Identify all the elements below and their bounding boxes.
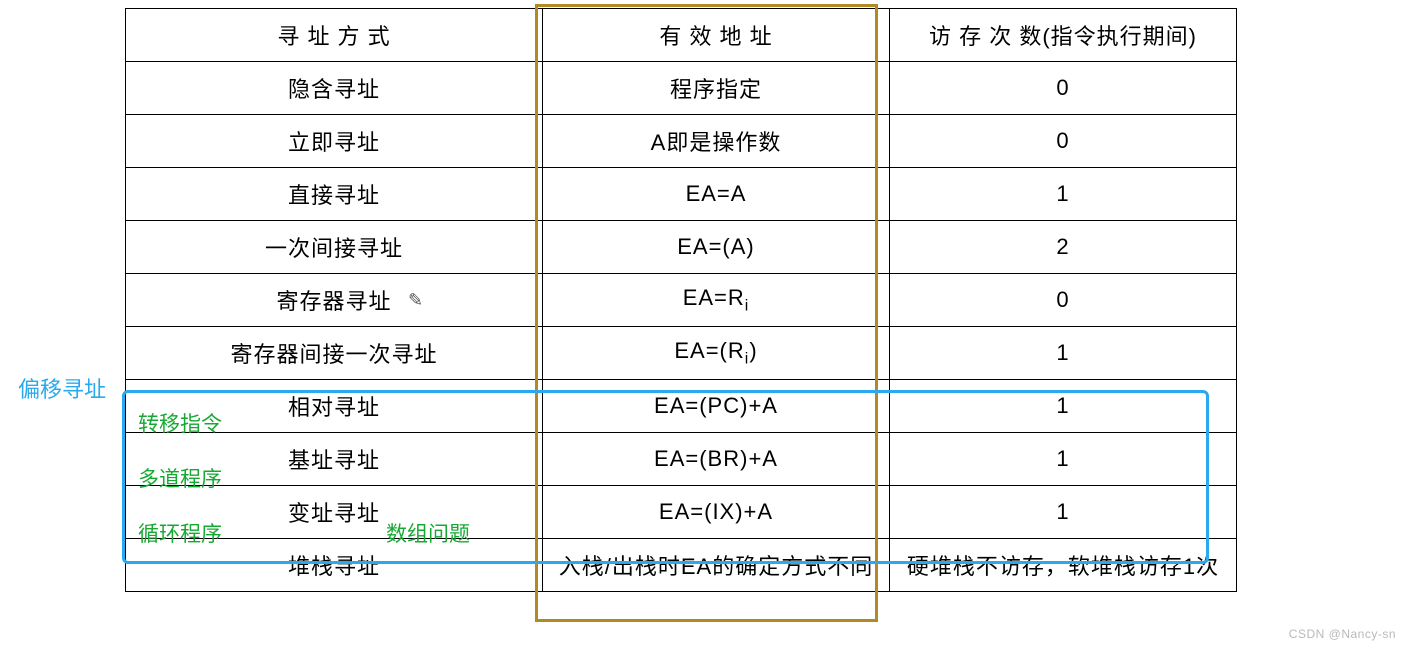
cell-ea: EA=(BR)+A [543,433,890,486]
table-row: 隐含寻址 程序指定 0 [126,62,1237,115]
cell-mem: 1 [890,168,1237,221]
table-row: 堆栈寻址 入栈/出栈时EA的确定方式不同 硬堆栈不访存，软堆栈访存1次 [126,539,1237,592]
cell-mode: 立即寻址 [126,115,543,168]
note-row7-left: 转移指令 [138,408,222,438]
table-row: 一次间接寻址 EA=(A) 2 [126,221,1237,274]
header-ea: 有 效 地 址 [543,9,890,62]
cell-mem: 1 [890,433,1237,486]
watermark: CSDN @Nancy-sn [1289,627,1396,641]
figure-root: 寻 址 方 式 有 效 地 址 访 存 次 数(指令执行期间) 隐含寻址 程序指… [0,0,1410,647]
cell-ea: A即是操作数 [543,115,890,168]
cell-mode: 寄存器间接一次寻址 [126,327,543,380]
addressing-modes-table: 寻 址 方 式 有 效 地 址 访 存 次 数(指令执行期间) 隐含寻址 程序指… [125,8,1237,592]
table-row: 立即寻址 A即是操作数 0 [126,115,1237,168]
table-row: 寄存器寻址 EA=Ri 0 [126,274,1237,327]
cell-mode: 直接寻址 [126,168,543,221]
cell-ea: EA=Ri [543,274,890,327]
offset-addressing-label: 偏移寻址 [18,372,106,404]
cell-mode: 一次间接寻址 [126,221,543,274]
cell-ea: EA=(PC)+A [543,380,890,433]
table-row: 基址寻址 EA=(BR)+A 1 [126,433,1237,486]
cell-mem: 1 [890,380,1237,433]
cell-ea: EA=(IX)+A [543,486,890,539]
cell-mem: 0 [890,115,1237,168]
ea-sub: i [745,297,750,314]
cell-mode-text: 寄存器寻址 [276,289,391,314]
ea-base: EA=R [683,285,745,310]
cell-mem: 1 [890,486,1237,539]
cell-mem: 0 [890,274,1237,327]
header-mode: 寻 址 方 式 [126,9,543,62]
table-row: 寄存器间接一次寻址 EA=(Ri) 1 [126,327,1237,380]
table-row: 直接寻址 EA=A 1 [126,168,1237,221]
cell-mem: 硬堆栈不访存，软堆栈访存1次 [890,539,1237,592]
cell-mem: 1 [890,327,1237,380]
table-row: 相对寻址 EA=(PC)+A 1 [126,380,1237,433]
cell-ea: EA=A [543,168,890,221]
cell-mem: 2 [890,221,1237,274]
cell-mem: 0 [890,62,1237,115]
cell-mode: 隐含寻址 [126,62,543,115]
cell-mode: 寄存器寻址 [126,274,543,327]
table-header-row: 寻 址 方 式 有 效 地 址 访 存 次 数(指令执行期间) [126,9,1237,62]
cell-ea: EA=(Ri) [543,327,890,380]
note-row9-right: 数组问题 [386,518,470,548]
cell-ea: 程序指定 [543,62,890,115]
note-row8-left: 多道程序 [138,463,222,493]
header-mem: 访 存 次 数(指令执行期间) [890,9,1237,62]
ea-base: EA=(R [674,338,744,363]
pen-icon: ✎ [408,290,423,311]
ea-after: ) [749,338,757,363]
cell-ea: EA=(A) [543,221,890,274]
table-row: 变址寻址 EA=(IX)+A 1 [126,486,1237,539]
cell-ea: 入栈/出栈时EA的确定方式不同 [543,539,890,592]
note-row9-left: 循环程序 [138,518,222,548]
